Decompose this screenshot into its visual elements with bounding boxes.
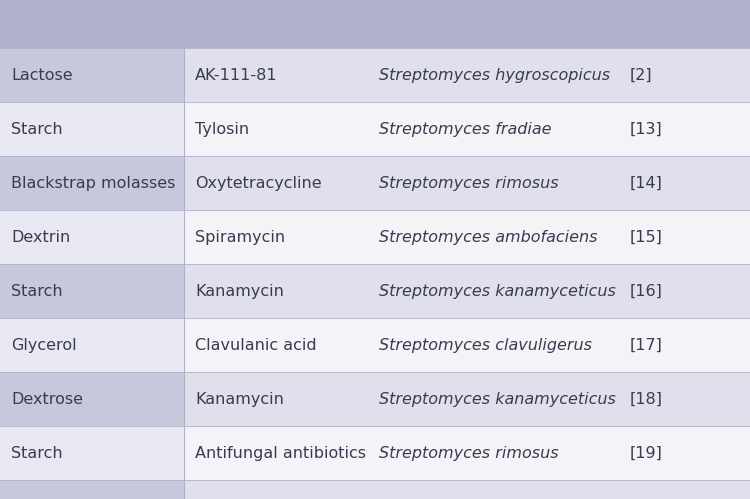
Text: Glycerol: Glycerol — [11, 338, 76, 353]
Bar — [184, 480, 750, 499]
Text: [19]: [19] — [630, 446, 663, 461]
Bar — [184, 426, 750, 480]
Bar — [0, 318, 184, 372]
Text: [2]: [2] — [630, 67, 652, 83]
Bar — [0, 48, 184, 102]
Bar — [184, 48, 750, 102]
Text: [14]: [14] — [630, 176, 663, 191]
Text: Starch: Starch — [11, 446, 63, 461]
Bar — [0, 426, 184, 480]
Text: Spiramycin: Spiramycin — [195, 230, 285, 245]
Text: [16]: [16] — [630, 283, 663, 298]
Bar — [0, 480, 184, 499]
Text: Streptomyces rimosus: Streptomyces rimosus — [379, 176, 558, 191]
Bar — [184, 156, 750, 210]
Text: Tylosin: Tylosin — [195, 122, 249, 137]
Text: Streptomyces kanamyceticus: Streptomyces kanamyceticus — [379, 392, 616, 407]
Text: Lactose: Lactose — [11, 67, 73, 83]
Bar — [184, 210, 750, 264]
Text: Streptomyces ambofaciens: Streptomyces ambofaciens — [379, 230, 597, 245]
Text: [15]: [15] — [630, 230, 663, 245]
Text: Blackstrap molasses: Blackstrap molasses — [11, 176, 176, 191]
Bar — [184, 372, 750, 426]
Text: Starch: Starch — [11, 122, 63, 137]
Text: Oxytetracycline: Oxytetracycline — [195, 176, 322, 191]
Text: Streptomyces rimosus: Streptomyces rimosus — [379, 446, 558, 461]
Text: AK-111-81: AK-111-81 — [195, 67, 278, 83]
Text: Streptomyces clavuligerus: Streptomyces clavuligerus — [379, 338, 592, 353]
Text: Dextrose: Dextrose — [11, 392, 83, 407]
Bar — [184, 102, 750, 156]
Text: Streptomyces hygroscopicus: Streptomyces hygroscopicus — [379, 67, 610, 83]
Text: Kanamycin: Kanamycin — [195, 392, 284, 407]
Text: [17]: [17] — [630, 338, 663, 353]
Text: Starch: Starch — [11, 283, 63, 298]
Bar — [0, 0, 750, 48]
Text: Clavulanic acid: Clavulanic acid — [195, 338, 316, 353]
Text: [13]: [13] — [630, 122, 663, 137]
Bar — [0, 156, 184, 210]
Text: Streptomyces fradiae: Streptomyces fradiae — [379, 122, 551, 137]
Bar — [184, 264, 750, 318]
Bar — [0, 210, 184, 264]
Text: Antifungal antibiotics: Antifungal antibiotics — [195, 446, 366, 461]
Text: [18]: [18] — [630, 392, 663, 407]
Text: Kanamycin: Kanamycin — [195, 283, 284, 298]
Text: Streptomyces kanamyceticus: Streptomyces kanamyceticus — [379, 283, 616, 298]
Bar — [0, 372, 184, 426]
Bar — [0, 102, 184, 156]
Bar — [184, 318, 750, 372]
Bar — [0, 264, 184, 318]
Text: Dextrin: Dextrin — [11, 230, 70, 245]
